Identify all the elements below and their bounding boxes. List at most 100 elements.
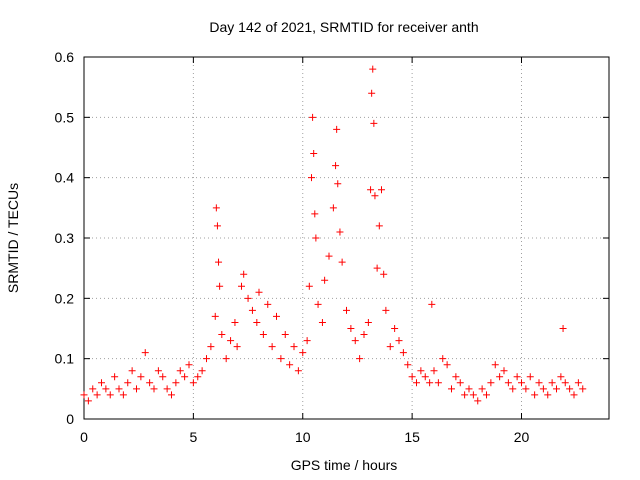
- data-point: [150, 385, 158, 393]
- data-point: [89, 385, 97, 393]
- data-point: [371, 192, 379, 200]
- x-tick-label: 20: [514, 429, 530, 445]
- data-point: [281, 331, 289, 339]
- data-point: [391, 325, 399, 332]
- data-point: [259, 331, 267, 339]
- data-point: [303, 337, 311, 345]
- series-srmtid: [80, 65, 587, 405]
- data-point: [286, 361, 294, 369]
- data-point: [321, 276, 329, 284]
- y-tick-label: 0.3: [55, 230, 75, 246]
- data-point: [248, 306, 256, 314]
- data-point: [413, 379, 420, 387]
- data-point: [128, 367, 136, 375]
- data-point: [504, 379, 512, 387]
- data-point: [111, 373, 119, 381]
- data-point: [386, 343, 394, 351]
- data-point: [574, 379, 582, 387]
- data-point: [185, 361, 193, 369]
- data-point: [426, 379, 434, 387]
- data-point: [222, 355, 230, 363]
- data-point: [80, 391, 88, 399]
- plot-frame: [83, 56, 610, 420]
- data-point: [368, 89, 376, 97]
- data-point: [553, 385, 560, 393]
- data-point: [308, 174, 315, 182]
- data-point: [163, 385, 171, 393]
- data-point: [329, 204, 337, 212]
- data-point: [290, 343, 298, 351]
- data-point: [483, 391, 490, 399]
- data-point: [172, 379, 180, 387]
- data-point: [430, 367, 438, 375]
- data-point: [268, 343, 276, 351]
- data-point: [531, 391, 539, 399]
- data-point: [496, 373, 504, 381]
- data-point: [380, 270, 388, 278]
- data-point: [299, 349, 307, 357]
- data-point: [332, 162, 340, 170]
- data-point: [544, 391, 552, 399]
- x-tick-label: 0: [80, 429, 88, 445]
- data-point: [356, 355, 364, 363]
- data-point: [137, 373, 145, 381]
- data-point: [119, 391, 127, 399]
- data-point: [218, 331, 226, 339]
- x-tick-label: 10: [295, 429, 311, 445]
- data-point: [244, 294, 252, 302]
- data-point: [461, 391, 469, 399]
- data-point: [310, 150, 318, 158]
- data-point: [240, 270, 248, 278]
- data-point: [215, 258, 223, 266]
- data-point: [314, 300, 322, 308]
- data-point: [408, 373, 416, 381]
- data-point: [373, 264, 381, 272]
- data-point: [176, 367, 184, 375]
- data-point: [212, 204, 220, 212]
- data-point: [318, 318, 326, 326]
- data-point: [378, 186, 385, 194]
- data-point: [333, 125, 341, 133]
- data-point: [211, 312, 219, 320]
- x-tick-label: 5: [189, 429, 197, 445]
- data-point: [133, 385, 140, 393]
- data-point: [146, 379, 154, 387]
- data-point: [557, 373, 565, 381]
- data-point: [312, 234, 320, 242]
- y-tick-label: 0.5: [55, 109, 75, 125]
- data-point: [491, 361, 499, 369]
- data-point: [439, 355, 447, 363]
- data-point: [478, 385, 486, 393]
- data-point: [487, 379, 495, 387]
- data-point: [102, 385, 110, 393]
- data-point: [370, 119, 378, 127]
- data-point: [203, 355, 210, 363]
- axis-ticks: [83, 56, 609, 420]
- tick-labels: 0 5 10 15 20 0 0.1 0.2 0.3 0.4 0.5 0.6: [55, 49, 530, 445]
- scatter-points: [80, 65, 587, 405]
- data-point: [566, 385, 574, 393]
- data-point: [154, 367, 162, 375]
- data-point: [443, 361, 451, 369]
- data-point: [474, 397, 482, 405]
- data-point: [559, 325, 567, 332]
- y-tick-label: 0.1: [55, 351, 75, 367]
- data-point: [509, 385, 517, 393]
- data-point: [334, 180, 342, 188]
- data-point: [84, 397, 92, 405]
- data-point: [106, 391, 114, 399]
- data-point: [325, 252, 333, 260]
- data-point: [309, 113, 317, 121]
- data-point: [404, 361, 412, 369]
- data-point: [465, 385, 473, 393]
- data-point: [579, 385, 587, 393]
- y-tick-label: 0.6: [55, 49, 75, 65]
- data-point: [294, 367, 302, 375]
- data-point: [213, 222, 221, 230]
- data-point: [469, 391, 477, 399]
- data-point: [311, 210, 319, 218]
- data-point: [336, 228, 344, 236]
- data-point: [338, 258, 346, 266]
- data-point: [518, 379, 525, 387]
- data-point: [548, 379, 556, 387]
